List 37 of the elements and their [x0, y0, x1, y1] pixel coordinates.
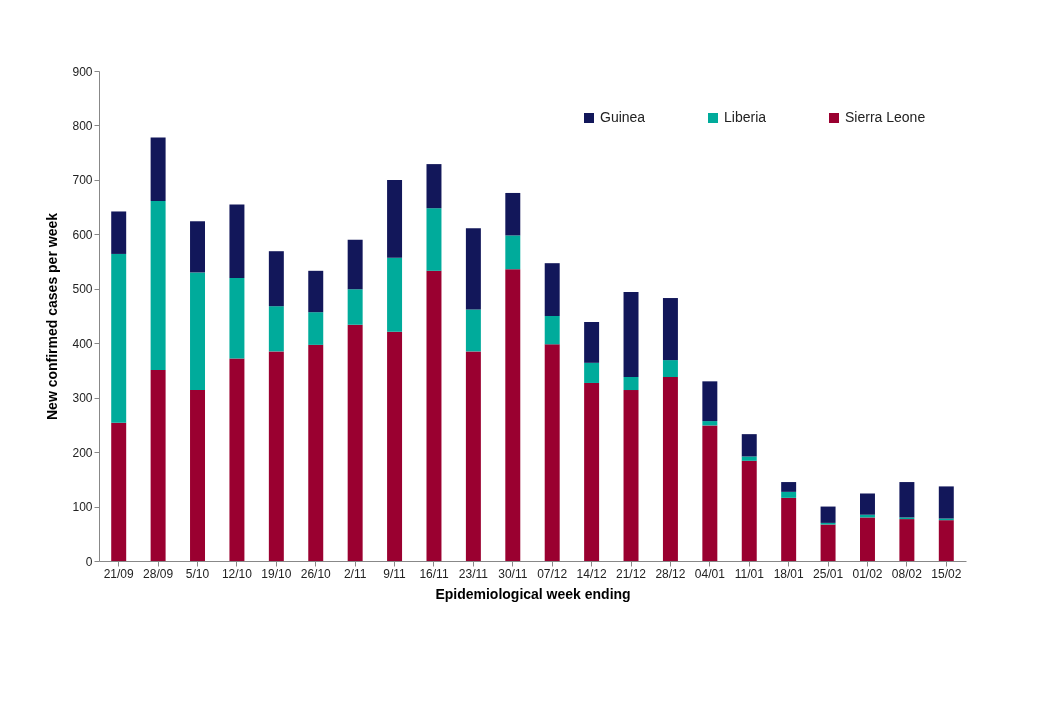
y-tick-label: 200 [72, 445, 93, 460]
x-tick-label: 30/11 [498, 566, 528, 581]
y-tick-label: 0 [85, 554, 93, 569]
x-tick-label: 15/02 [931, 566, 962, 581]
y-tick-label: 300 [72, 391, 93, 406]
x-tick-label: 5/10 [185, 566, 210, 581]
x-tick-label: 23/11 [458, 566, 489, 581]
y-tick-label: 900 [72, 64, 93, 79]
x-tick-label: 14/12 [576, 566, 607, 581]
y-tick-label: 800 [72, 118, 93, 133]
y-tick-label: 600 [72, 227, 93, 242]
legend-label: Guinea [600, 109, 646, 125]
x-tick-label: 26/10 [300, 566, 332, 581]
x-tick-label: 11/01 [734, 566, 765, 581]
x-tick-label: 21/09 [103, 566, 135, 581]
x-tick-label: 04/01 [694, 566, 726, 581]
y-tick-label: 500 [72, 282, 93, 297]
x-tick-label: 08/02 [891, 566, 923, 581]
x-tick-label: 07/12 [537, 566, 568, 581]
x-tick-label: 2/11 [343, 566, 367, 581]
x-tick-label: 28/12 [655, 566, 686, 581]
x-tick-label: 21/12 [616, 566, 647, 581]
legend-label: Sierra Leone [845, 109, 926, 125]
x-tick-label: 25/01 [813, 566, 844, 581]
y-axis-title: New confirmed cases per week [44, 212, 61, 420]
x-tick-label: 19/10 [261, 566, 292, 581]
x-tick-label: 16/11 [419, 566, 449, 581]
x-tick-label: 01/02 [852, 566, 883, 581]
x-tick-label: 9/11 [383, 566, 407, 581]
x-tick-label: 28/09 [143, 566, 174, 581]
y-tick-label: 700 [72, 173, 93, 188]
y-tick-label: 100 [72, 500, 93, 515]
x-axis-title: Epidemiological week ending [435, 585, 631, 602]
legend-label: Liberia [724, 109, 767, 125]
x-tick-label: 12/10 [221, 566, 253, 581]
y-tick-label: 400 [72, 336, 93, 351]
x-tick-label: 18/01 [773, 566, 804, 581]
